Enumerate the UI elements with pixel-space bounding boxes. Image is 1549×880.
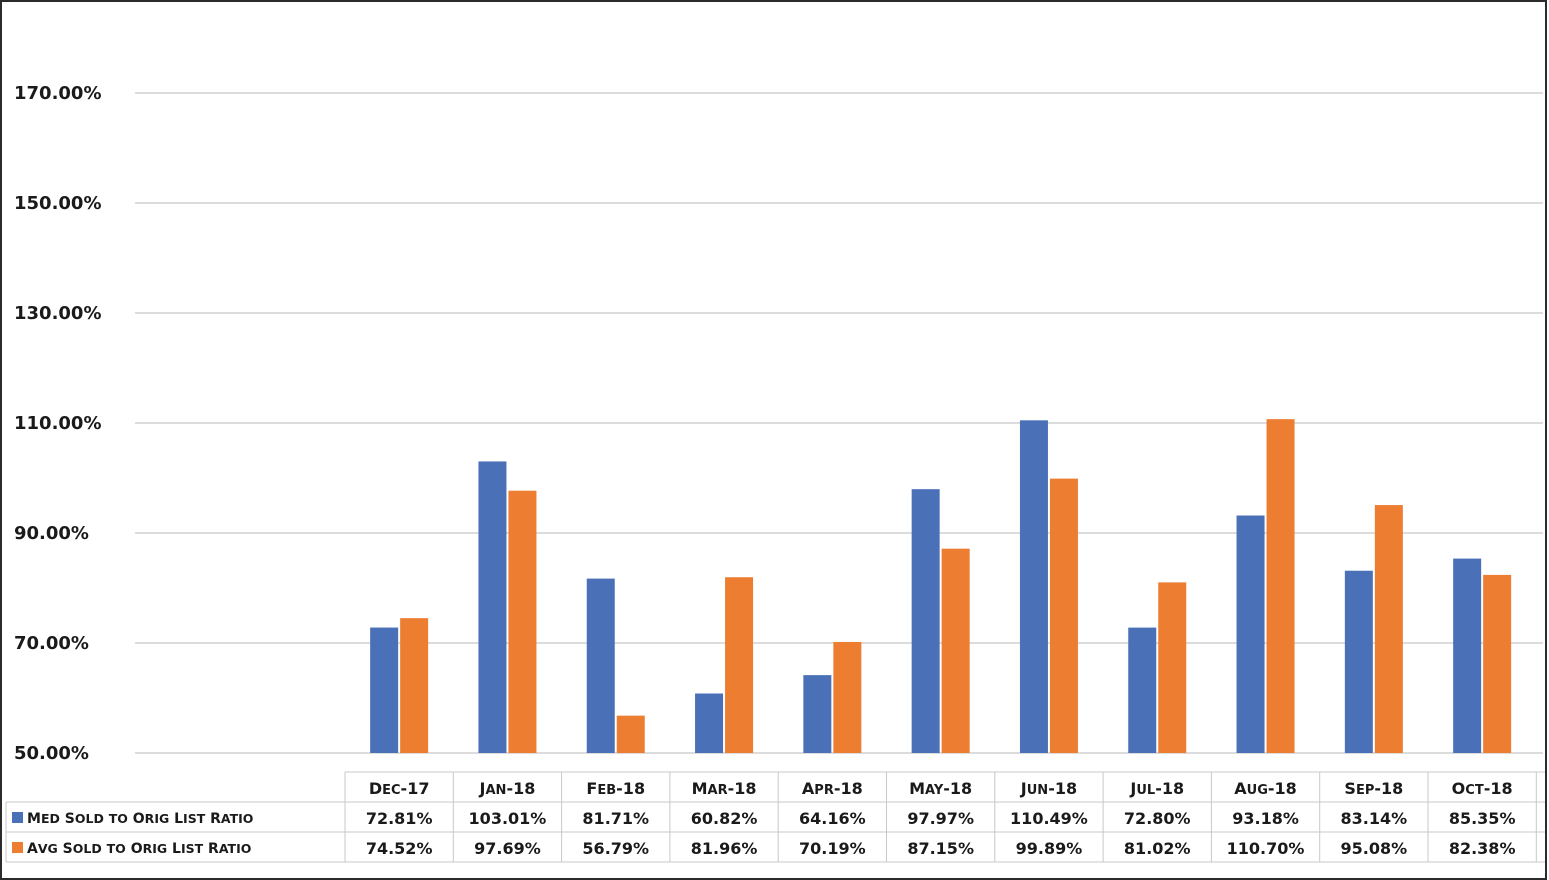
x-tick-label: APR-18	[802, 779, 863, 798]
data-label: 74.52%	[366, 839, 433, 858]
legend-key-med	[12, 812, 23, 823]
bar-med	[803, 675, 832, 753]
bar-med	[478, 461, 507, 753]
series-name: AVG SOLD TO ORIG LIST RATIO	[27, 841, 251, 857]
data-label: 87.15%	[907, 839, 974, 858]
bar-med	[370, 627, 399, 753]
bar-avg	[1483, 574, 1512, 753]
data-label: 110.49%	[1010, 809, 1088, 828]
bar-med	[1453, 558, 1482, 753]
bar-med	[695, 693, 724, 753]
x-tick-label: JAN-18	[479, 779, 536, 798]
bar-avg	[1049, 478, 1078, 753]
y-tick-label: 150.00%	[14, 193, 102, 214]
x-tick-label: FEB-18	[586, 779, 645, 798]
data-label: 81.02%	[1124, 839, 1191, 858]
bar-avg	[725, 577, 754, 753]
bar-avg	[833, 641, 862, 753]
data-label: 97.69%	[474, 839, 541, 858]
data-label: 60.82%	[691, 809, 758, 828]
data-label: 93.18%	[1232, 809, 1299, 828]
y-tick-label: 110.00%	[14, 413, 102, 434]
bar-avg	[941, 548, 970, 753]
bar-med	[1344, 570, 1373, 753]
data-label: 56.79%	[582, 839, 649, 858]
bar-med	[1019, 420, 1048, 753]
data-label: 81.96%	[691, 839, 758, 858]
bar-avg	[1266, 419, 1295, 753]
data-label: 83.14%	[1341, 809, 1408, 828]
data-label: 97.97%	[907, 809, 974, 828]
data-label: 72.81%	[366, 809, 433, 828]
bar-avg	[616, 715, 645, 753]
x-tick-label: SEP-18	[1344, 779, 1403, 798]
y-tick-label: 70.00%	[14, 633, 89, 654]
bar-med	[1128, 627, 1157, 753]
data-label: 103.01%	[469, 809, 547, 828]
data-label: 110.70%	[1227, 839, 1305, 858]
y-tick-label: 170.00%	[14, 83, 102, 104]
data-label: 85.35%	[1449, 809, 1516, 828]
data-label: 99.89%	[1016, 839, 1083, 858]
x-tick-label: JUN-18	[1020, 779, 1077, 798]
x-tick-label: MAY-18	[909, 779, 972, 798]
x-tick-label: MAR-18	[692, 779, 757, 798]
data-label: 95.08%	[1341, 839, 1408, 858]
x-tick-label: AUG-18	[1234, 779, 1297, 798]
data-label: 81.71%	[582, 809, 649, 828]
data-label: 82.38%	[1449, 839, 1516, 858]
x-tick-label: OCT-18	[1452, 779, 1513, 798]
x-tick-label: DEC-17	[369, 779, 430, 798]
bar-avg	[400, 618, 429, 753]
data-label: 72.80%	[1124, 809, 1191, 828]
y-tick-label: 90.00%	[14, 523, 89, 544]
data-label: 70.19%	[799, 839, 866, 858]
bar-med	[1236, 515, 1265, 753]
bar-avg	[1374, 505, 1403, 753]
x-tick-label: JUL-18	[1129, 779, 1184, 798]
bar-med	[911, 489, 940, 753]
data-label: 64.16%	[799, 809, 866, 828]
y-tick-label: 50.00%	[14, 743, 89, 764]
legend-key-avg	[12, 842, 23, 853]
y-tick-label: 130.00%	[14, 303, 102, 324]
bar-avg	[1158, 582, 1187, 753]
series-name: MED SOLD TO ORIG LIST RATIO	[27, 811, 253, 827]
bar-med	[586, 578, 615, 753]
bar-avg	[508, 490, 537, 753]
